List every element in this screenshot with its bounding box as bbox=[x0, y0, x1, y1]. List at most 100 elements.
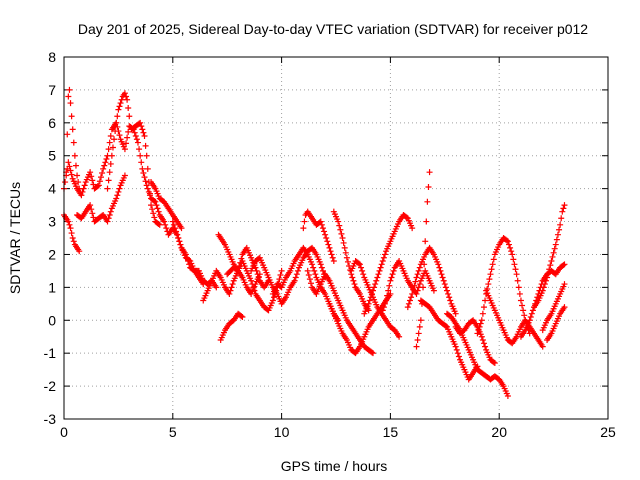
data-point bbox=[109, 144, 116, 151]
data-point bbox=[436, 264, 443, 271]
data-point bbox=[487, 271, 494, 278]
data-point bbox=[389, 271, 396, 278]
data-point bbox=[124, 134, 131, 141]
data-point bbox=[417, 317, 424, 324]
data-point bbox=[373, 277, 380, 284]
data-point bbox=[439, 274, 446, 281]
data-point bbox=[512, 266, 519, 273]
data-point bbox=[133, 136, 140, 143]
data-point bbox=[379, 307, 386, 314]
data-point bbox=[327, 248, 334, 255]
data-point bbox=[350, 277, 357, 284]
data-point bbox=[139, 126, 146, 133]
data-point bbox=[325, 241, 332, 248]
data-point bbox=[377, 264, 384, 271]
data-point bbox=[365, 300, 372, 307]
data-point bbox=[113, 195, 120, 202]
data-point bbox=[137, 119, 144, 126]
data-point bbox=[452, 343, 459, 350]
x-tick-label: 10 bbox=[274, 424, 290, 440]
data-point bbox=[404, 304, 411, 311]
data-point bbox=[114, 123, 121, 130]
data-point bbox=[557, 221, 564, 228]
data-point bbox=[112, 128, 119, 135]
data-point bbox=[560, 205, 567, 212]
data-point bbox=[442, 284, 449, 291]
data-point bbox=[143, 152, 150, 159]
data-point bbox=[403, 214, 410, 221]
data-point bbox=[480, 304, 487, 311]
data-point bbox=[170, 221, 177, 228]
data-point bbox=[321, 228, 328, 235]
data-point bbox=[529, 307, 536, 314]
plot-frame bbox=[63, 56, 609, 420]
data-point bbox=[454, 350, 461, 357]
data-point bbox=[126, 113, 133, 120]
data-point bbox=[69, 235, 76, 241]
data-point bbox=[513, 271, 520, 278]
data-point bbox=[142, 142, 149, 149]
data-point bbox=[424, 198, 431, 205]
data-point bbox=[413, 274, 420, 281]
data-point bbox=[144, 185, 151, 192]
data-point bbox=[270, 294, 277, 301]
data-point bbox=[477, 320, 484, 327]
data-point bbox=[139, 165, 146, 172]
data-point bbox=[335, 218, 342, 225]
data-point bbox=[114, 113, 121, 120]
data-point bbox=[104, 218, 111, 225]
data-point bbox=[163, 225, 170, 232]
data-point bbox=[103, 156, 110, 163]
data-point bbox=[371, 284, 378, 291]
data-point bbox=[485, 281, 492, 288]
data-point bbox=[318, 221, 325, 228]
data-point bbox=[482, 297, 489, 304]
data-point bbox=[107, 160, 114, 167]
data-point bbox=[292, 274, 299, 281]
data-point bbox=[182, 251, 189, 258]
data-point bbox=[491, 360, 498, 367]
data-point bbox=[70, 238, 77, 245]
data-point bbox=[116, 185, 123, 192]
data-point bbox=[343, 254, 350, 261]
data-point bbox=[409, 290, 416, 297]
data-point bbox=[559, 208, 566, 215]
data-point bbox=[560, 262, 567, 269]
data-point bbox=[341, 244, 348, 251]
data-point bbox=[540, 284, 547, 291]
data-point bbox=[421, 261, 428, 268]
data-point bbox=[516, 290, 523, 297]
data-point bbox=[310, 264, 317, 271]
data-point bbox=[414, 287, 421, 294]
data-point bbox=[479, 337, 486, 344]
data-point bbox=[528, 310, 535, 317]
data-point bbox=[178, 225, 185, 232]
data-point bbox=[556, 226, 563, 233]
y-tick-label: 5 bbox=[48, 148, 56, 164]
y-tick-label: 1 bbox=[48, 279, 56, 295]
data-point bbox=[426, 169, 433, 176]
data-point bbox=[413, 343, 420, 350]
data-point bbox=[561, 304, 568, 311]
data-point bbox=[489, 261, 496, 268]
data-point bbox=[430, 287, 437, 294]
data-point bbox=[137, 152, 144, 159]
data-point bbox=[514, 277, 521, 284]
data-point bbox=[115, 106, 122, 113]
data-point bbox=[420, 284, 427, 291]
data-point bbox=[305, 272, 312, 279]
data-point bbox=[359, 267, 366, 274]
data-point bbox=[337, 226, 344, 233]
chart-title: Day 201 of 2025, Sidereal Day-to-day VTE… bbox=[78, 21, 588, 37]
x-tick-label: 5 bbox=[169, 424, 177, 440]
data-point bbox=[329, 254, 336, 261]
data-point bbox=[515, 284, 522, 291]
data-point bbox=[125, 128, 132, 135]
data-point bbox=[509, 251, 516, 258]
data-point bbox=[504, 238, 511, 245]
data-point bbox=[387, 277, 394, 284]
y-tick-label: 7 bbox=[48, 82, 56, 98]
data-point bbox=[276, 276, 283, 283]
data-point bbox=[490, 256, 497, 263]
